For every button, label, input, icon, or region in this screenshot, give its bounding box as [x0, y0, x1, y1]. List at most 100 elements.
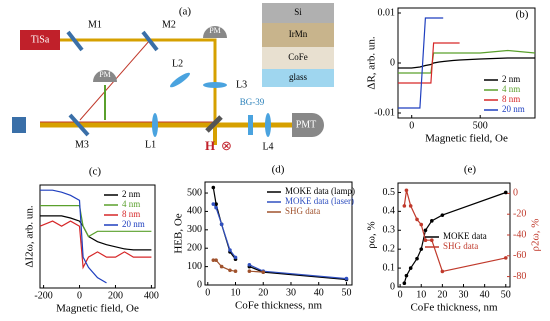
y-tick-label: 0.2: [383, 243, 396, 254]
x-tick-label: -200: [34, 290, 52, 301]
y2-tick-label: -40: [513, 229, 526, 240]
panel-label: (b): [516, 9, 529, 21]
point: [211, 185, 216, 190]
setup-diagram: (a) TiSa M1 M2 PM L2 L3 PM M3 L1 H ⊗ BG-…: [12, 3, 334, 153]
series-line: [40, 189, 107, 284]
point: [247, 269, 252, 274]
label: CoFe: [288, 52, 308, 62]
y2-axis-label: ρ2ω, %: [530, 219, 542, 252]
beam: [60, 38, 217, 125]
label: H: [205, 138, 215, 153]
y-tick-label: 400: [187, 206, 202, 217]
legend-label: 4 nm: [502, 84, 520, 94]
y-axis-label: ΔR, arb. un.: [366, 36, 378, 89]
point: [423, 238, 428, 242]
series-line: [398, 42, 460, 84]
point: [503, 256, 508, 260]
label: L4: [262, 141, 273, 152]
x-tick-label: 20: [437, 289, 447, 300]
y-tick-label: 300: [187, 224, 202, 235]
y-tick-label: 0.4: [383, 206, 396, 217]
x-axis-label: CoFe thickness, nm: [235, 300, 323, 312]
x-tick-label: 50: [501, 289, 511, 300]
detector: [203, 26, 227, 38]
series-line: [40, 205, 152, 238]
layer: [262, 47, 334, 69]
point: [419, 247, 424, 251]
series-line: [398, 49, 536, 74]
x-tick-label: 20: [258, 287, 268, 298]
x-tick-label: 30: [459, 289, 469, 300]
y-axis-label: ΔI2ω, arb. un.: [24, 205, 36, 268]
y-tick-label: 200: [187, 243, 202, 254]
label: IrMn: [289, 29, 308, 39]
label: M1: [88, 19, 102, 30]
point: [408, 204, 413, 208]
laser: [20, 30, 60, 50]
lens: [170, 72, 190, 88]
y2-tick-label: -20: [513, 208, 526, 219]
point: [408, 266, 413, 270]
label: ⊗: [221, 138, 232, 153]
series-line: [212, 203, 347, 280]
point: [430, 238, 434, 242]
x-tick-label: 500: [473, 120, 488, 131]
point: [214, 202, 218, 206]
plot-frame: [204, 181, 353, 286]
x-tick-label: 0: [77, 290, 82, 301]
panel-label: (e): [464, 164, 477, 176]
y-tick-label: 0: [390, 57, 395, 68]
y-tick-label: 0.01: [378, 7, 396, 18]
y-tick-label: 0.3: [383, 225, 396, 236]
detector: [292, 113, 324, 137]
legend-label: 2 nm: [502, 74, 520, 84]
x-tick-label: 400: [144, 290, 159, 301]
x-axis-label: Magnetic field, Oe: [56, 303, 139, 315]
y2-tick-label: 0: [513, 188, 518, 199]
mirror: [66, 30, 84, 52]
legend-label: 8 nm: [122, 209, 140, 219]
point: [233, 255, 238, 260]
sample: [205, 115, 223, 133]
point: [247, 262, 252, 267]
y-tick-label: 0.1: [383, 262, 396, 273]
series-line: [398, 17, 444, 109]
x-tick-label: 40: [314, 287, 324, 298]
point: [419, 222, 424, 227]
mirror: [141, 30, 159, 52]
label: M3: [75, 139, 89, 150]
panel-label: (a): [179, 6, 192, 18]
lens: [265, 113, 271, 137]
label: TiSa: [31, 34, 50, 45]
label: L1: [145, 139, 156, 150]
y2-tick-label: -80: [513, 271, 526, 282]
lens: [203, 82, 227, 88]
detector: [93, 70, 117, 82]
legend-label: 2 nm: [122, 189, 140, 199]
point: [440, 213, 445, 217]
legend-label: 20 nm: [502, 104, 525, 114]
label: PM: [99, 70, 111, 79]
point: [344, 276, 349, 281]
x-axis-label: CoFe thickness, nm: [410, 302, 498, 314]
point: [404, 273, 409, 278]
legend-label: MOKE data: [443, 231, 487, 241]
point: [219, 264, 224, 269]
point: [404, 188, 409, 193]
layer: [262, 3, 334, 23]
legend-label: MOKE data (lamp): [285, 186, 355, 196]
y-tick-label: -0.01: [374, 107, 395, 118]
x-tick-label: 50: [341, 287, 351, 298]
point: [233, 269, 238, 274]
label: M2: [162, 19, 176, 30]
point: [214, 258, 218, 262]
legend-label: MOKE data (laser): [285, 196, 354, 206]
point: [228, 268, 232, 273]
x-tick-label: 200: [108, 290, 123, 301]
x-tick-label: 0: [205, 287, 210, 298]
x-tick-label: 40: [480, 289, 490, 300]
point: [211, 258, 216, 262]
series-line: [39, 220, 152, 270]
lamp: [12, 117, 26, 133]
label: BG-39: [240, 97, 265, 107]
